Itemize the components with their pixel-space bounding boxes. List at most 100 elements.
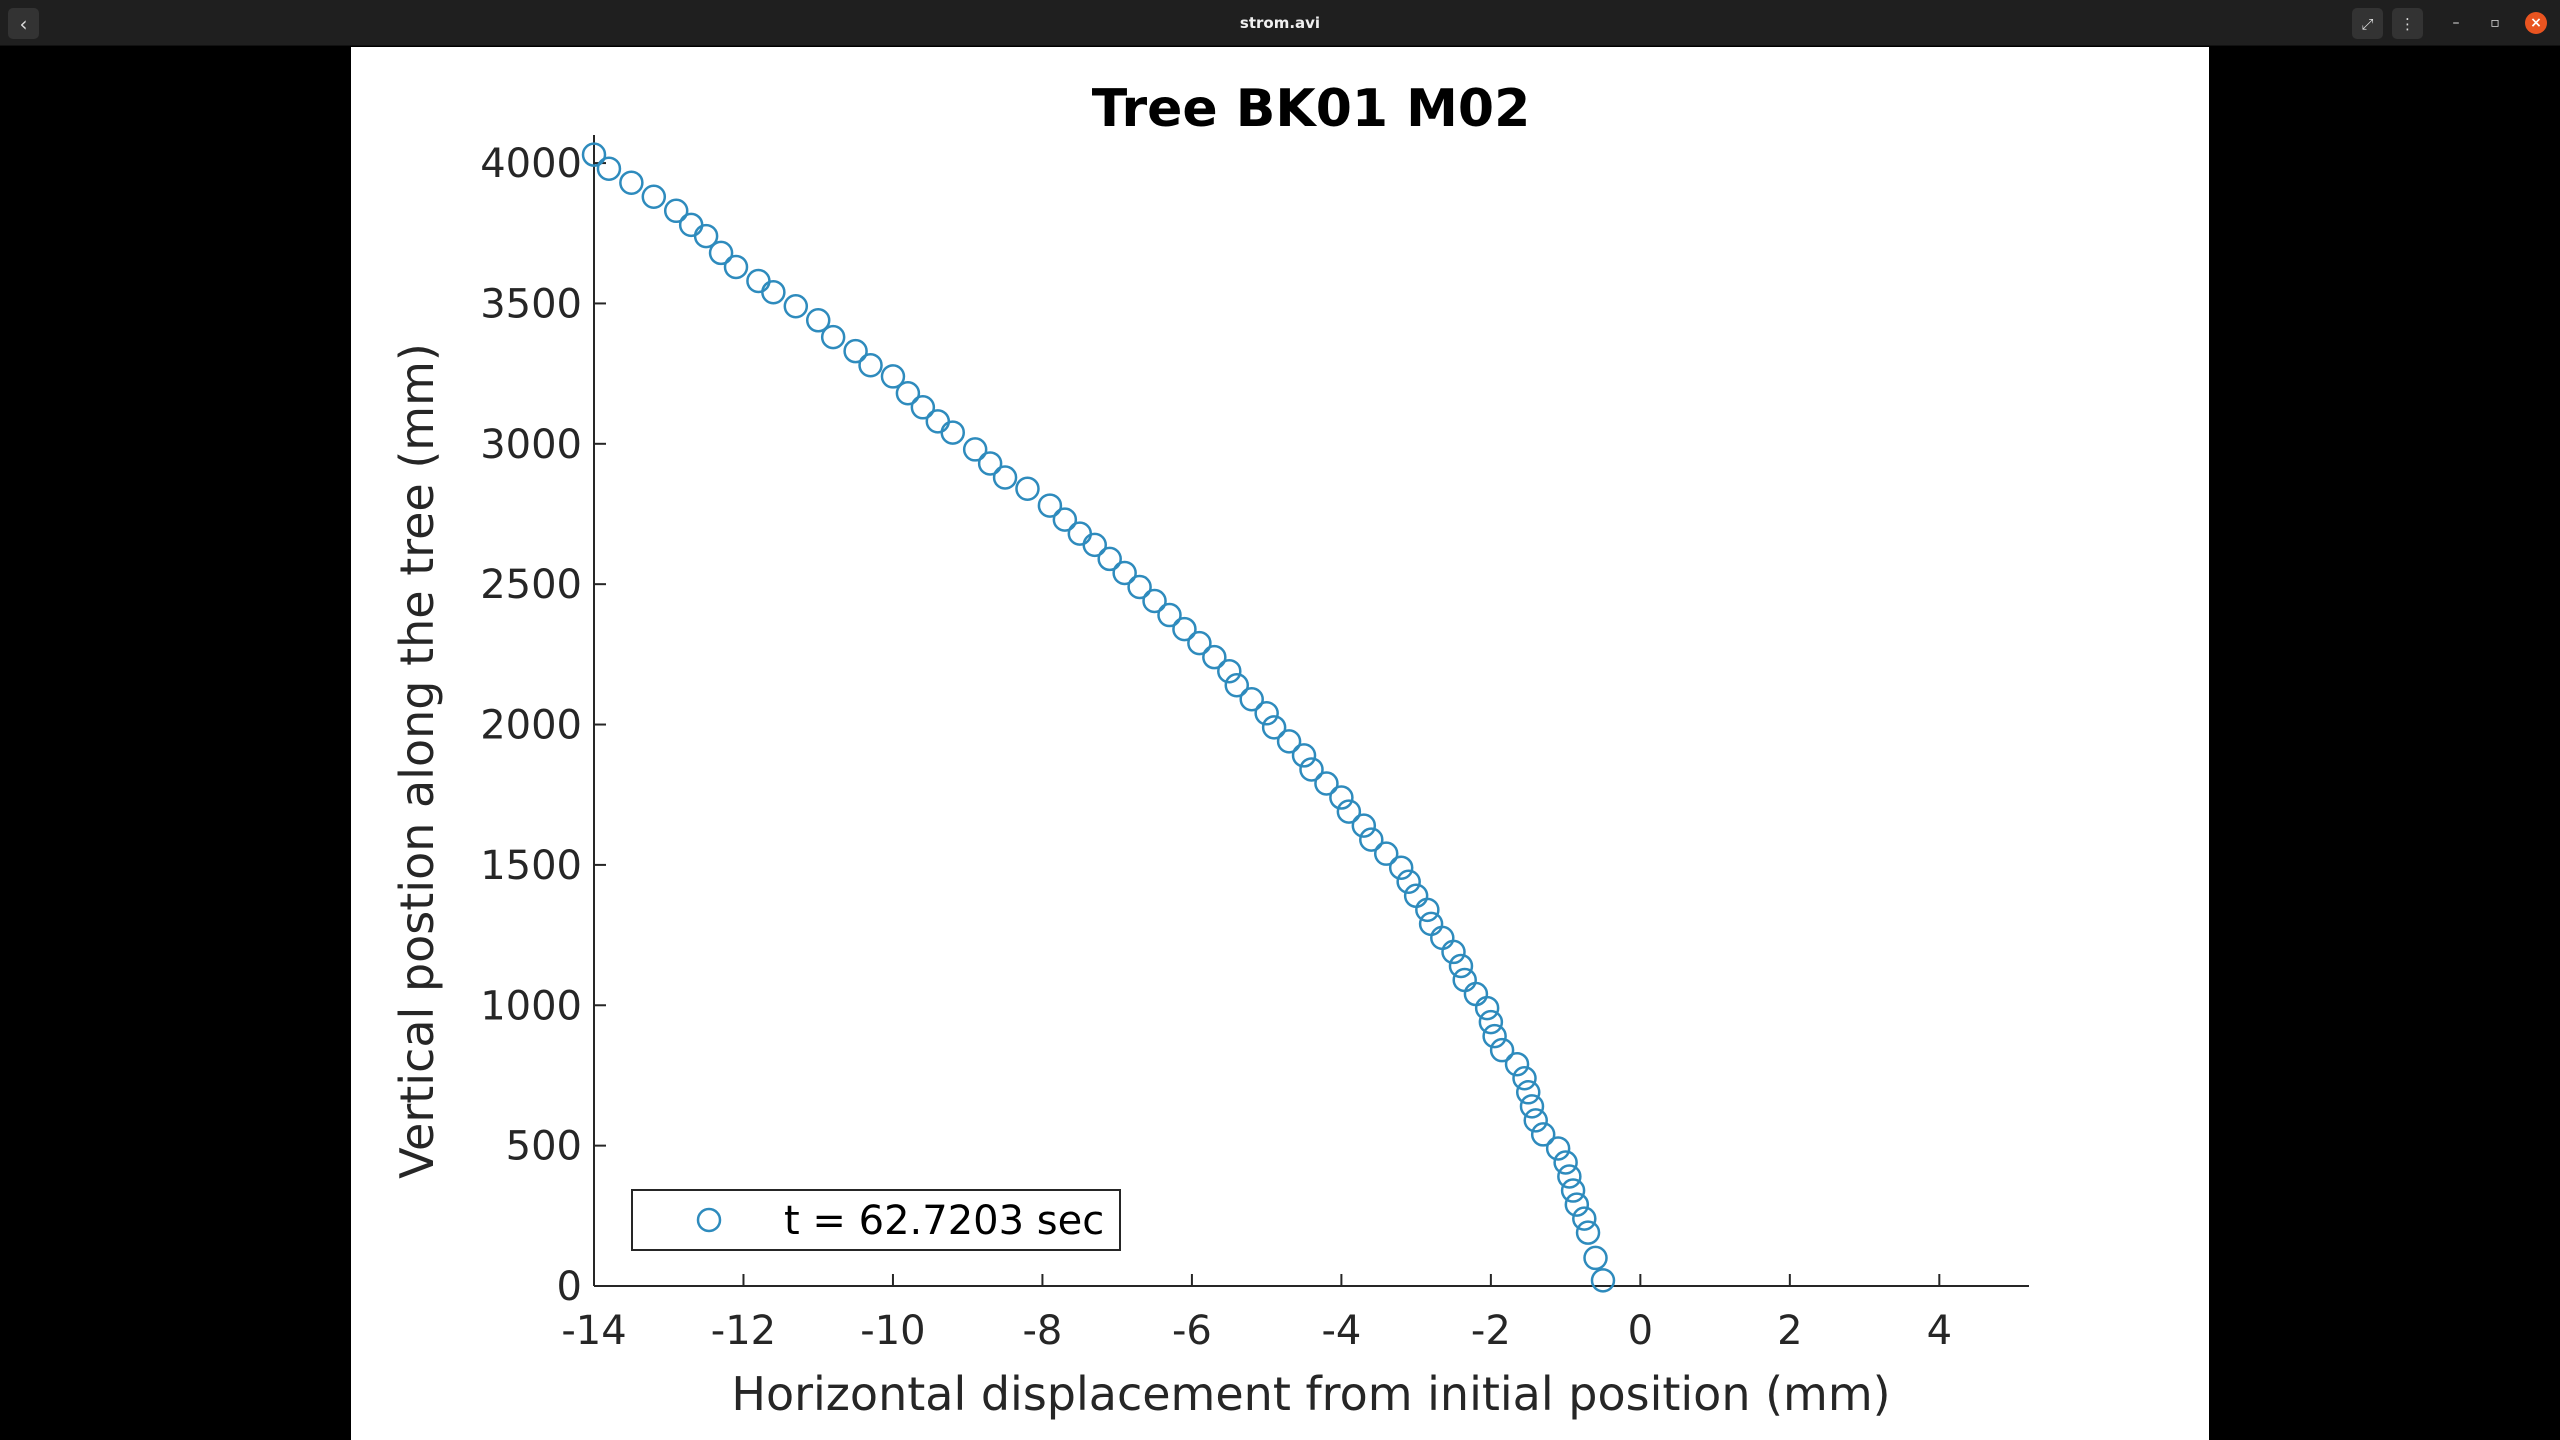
data-point xyxy=(1172,616,1197,642)
data-point xyxy=(1560,1178,1586,1203)
x-tick-label: 2 xyxy=(1777,1308,1802,1354)
kebab-menu-icon: ⋮ xyxy=(2400,14,2415,33)
x-tick-label: -14 xyxy=(561,1308,626,1354)
y-tick-label: 500 xyxy=(506,1124,582,1170)
data-point xyxy=(761,279,786,305)
menu-button[interactable]: ⋮ xyxy=(2392,8,2423,39)
data-points xyxy=(581,142,1616,1293)
data-point xyxy=(693,223,719,249)
x-tick-label: -8 xyxy=(1022,1308,1062,1354)
data-point xyxy=(1452,967,1477,993)
data-point xyxy=(1261,715,1287,740)
x-tick-label: -10 xyxy=(860,1308,925,1354)
data-point xyxy=(1545,1136,1571,1161)
data-point xyxy=(1583,1245,1608,1271)
data-point xyxy=(820,324,846,350)
data-point xyxy=(1564,1192,1590,1217)
data-point xyxy=(1515,1080,1541,1105)
data-point xyxy=(843,338,868,364)
axes: -14 -12 -10 -8 -6 -4 -2 0 2 4 0 500 1000 1500 2000 2500… xyxy=(480,135,2029,1354)
data-point xyxy=(1572,1206,1597,1231)
data-point xyxy=(1187,630,1212,656)
data-point xyxy=(1329,785,1354,810)
data-point xyxy=(1553,1150,1578,1175)
data-point xyxy=(1373,841,1399,866)
data-point xyxy=(1097,546,1122,572)
data-point xyxy=(1478,1009,1504,1035)
close-icon: × xyxy=(2530,15,2542,31)
x-tick-label: 4 xyxy=(1927,1308,1952,1354)
fullscreen-button[interactable]: ⤢ xyxy=(2352,8,2383,39)
y-tick-label: 3500 xyxy=(480,281,582,327)
data-point xyxy=(1254,701,1279,726)
minimize-icon: – xyxy=(2452,15,2460,31)
x-tick-label: 0 xyxy=(1628,1308,1653,1354)
data-point xyxy=(977,451,1003,476)
y-tick-label: 4000 xyxy=(480,141,582,187)
data-point xyxy=(1523,1108,1548,1133)
back-button[interactable]: ‹ xyxy=(8,8,39,39)
data-point xyxy=(1291,743,1317,768)
data-point xyxy=(910,395,936,420)
data-point xyxy=(895,381,921,406)
y-tick-label: 2000 xyxy=(480,703,582,749)
x-tick-label: -12 xyxy=(711,1308,776,1354)
data-point xyxy=(1202,644,1227,670)
window-title: strom.avi xyxy=(1239,14,1321,32)
legend: t = 62.7203 sec xyxy=(631,1189,1121,1251)
data-point xyxy=(1067,521,1093,546)
data-point xyxy=(1299,757,1324,782)
expand-icon: ⤢ xyxy=(2361,14,2374,33)
data-point xyxy=(1415,897,1440,923)
chevron-left-icon: ‹ xyxy=(19,11,28,36)
data-point xyxy=(663,198,689,224)
window-titlebar: ‹ strom.avi ⤢ ⋮ – ▫ × xyxy=(0,0,2560,46)
data-point xyxy=(1489,1037,1515,1063)
data-point xyxy=(1441,939,1466,965)
video-frame: Tree BK01 M02 -14 -12 -10 -8 -6 -4 -2 0 2 4 0 500 10… xyxy=(351,47,2209,1440)
data-point xyxy=(940,420,965,445)
data-point xyxy=(805,308,831,333)
data-point xyxy=(1224,672,1250,698)
y-tick-label: 1500 xyxy=(480,843,582,889)
minimize-button[interactable]: – xyxy=(2444,11,2468,35)
data-point xyxy=(581,142,607,167)
x-tick-label: -4 xyxy=(1321,1308,1361,1354)
data-point xyxy=(1052,507,1078,532)
data-point xyxy=(880,364,906,389)
y-tick-label: 0 xyxy=(557,1264,582,1310)
data-point xyxy=(1575,1220,1601,1245)
data-point xyxy=(1557,1164,1582,1189)
data-point xyxy=(1142,588,1167,614)
data-point xyxy=(1512,1066,1537,1091)
data-point xyxy=(992,465,1018,490)
data-point xyxy=(1336,799,1362,824)
data-point xyxy=(1112,560,1137,586)
data-point xyxy=(1127,574,1152,600)
data-point xyxy=(619,170,644,195)
data-point xyxy=(1388,855,1414,880)
legend-marker xyxy=(696,1207,722,1233)
restore-button[interactable]: ▫ xyxy=(2483,11,2507,35)
data-point xyxy=(1463,981,1489,1007)
data-point xyxy=(1504,1051,1530,1077)
data-point xyxy=(1239,687,1264,712)
data-point xyxy=(1448,953,1474,979)
data-point xyxy=(1082,532,1108,558)
data-point xyxy=(1359,827,1384,852)
data-point xyxy=(1276,729,1302,754)
x-axis-label: Horizontal displacement from initial pos… xyxy=(731,1367,1890,1421)
data-point xyxy=(708,240,734,266)
close-button[interactable]: × xyxy=(2525,12,2547,34)
data-point xyxy=(1015,476,1040,501)
legend-box xyxy=(631,1189,1121,1251)
data-point xyxy=(1474,995,1500,1021)
data-point xyxy=(1314,771,1339,796)
data-point xyxy=(783,293,809,319)
data-point xyxy=(1430,925,1455,951)
data-point xyxy=(641,184,667,210)
data-point xyxy=(723,254,749,280)
data-point xyxy=(1396,869,1421,894)
restore-icon: ▫ xyxy=(2490,15,2500,31)
data-point xyxy=(1519,1094,1545,1119)
